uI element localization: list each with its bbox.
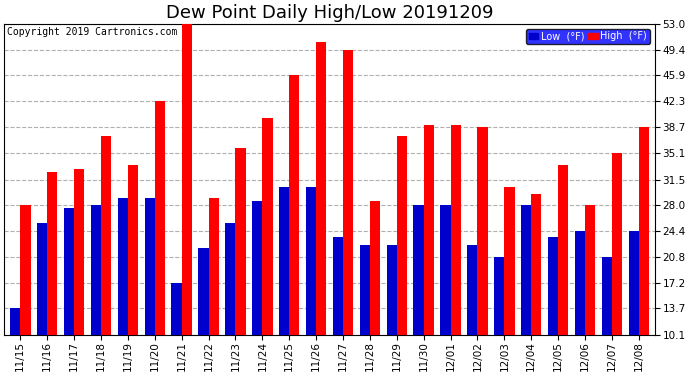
Bar xyxy=(279,187,289,334)
Bar xyxy=(118,198,128,334)
Bar xyxy=(504,187,515,334)
Bar xyxy=(74,169,84,334)
Title: Dew Point Daily High/Low 20191209: Dew Point Daily High/Low 20191209 xyxy=(166,4,493,22)
Bar xyxy=(440,205,451,334)
Bar xyxy=(629,231,639,334)
Bar xyxy=(144,198,155,334)
Bar xyxy=(477,128,488,335)
Bar xyxy=(359,245,370,334)
Bar xyxy=(467,245,477,334)
Bar xyxy=(225,223,235,334)
Bar xyxy=(585,205,595,334)
Bar xyxy=(20,205,30,334)
Bar xyxy=(370,201,380,334)
Bar xyxy=(386,245,397,334)
Bar xyxy=(333,237,343,334)
Bar xyxy=(64,209,74,334)
Bar xyxy=(171,283,181,334)
Bar xyxy=(316,42,326,334)
Bar xyxy=(198,248,208,334)
Bar xyxy=(451,125,461,335)
Bar xyxy=(531,194,542,334)
Bar xyxy=(639,128,649,335)
Bar xyxy=(548,237,558,334)
Bar xyxy=(494,257,504,334)
Bar xyxy=(208,198,219,334)
Bar xyxy=(306,187,316,334)
Bar xyxy=(235,148,246,334)
Bar xyxy=(575,231,585,334)
Bar xyxy=(289,75,299,334)
Text: Copyright 2019 Cartronics.com: Copyright 2019 Cartronics.com xyxy=(8,27,178,37)
Bar xyxy=(424,125,434,335)
Bar xyxy=(37,223,47,334)
Bar xyxy=(47,172,57,334)
Bar xyxy=(558,165,569,334)
Bar xyxy=(262,118,273,334)
Bar xyxy=(602,257,612,334)
Bar xyxy=(343,50,353,334)
Bar xyxy=(397,136,407,334)
Bar xyxy=(252,201,262,334)
Bar xyxy=(181,24,192,334)
Bar xyxy=(91,205,101,334)
Bar xyxy=(612,153,622,334)
Bar xyxy=(101,136,111,334)
Bar xyxy=(521,205,531,334)
Bar xyxy=(10,309,20,334)
Bar xyxy=(155,101,165,334)
Bar xyxy=(413,205,424,334)
Legend: Low  (°F), High  (°F): Low (°F), High (°F) xyxy=(526,28,650,44)
Bar xyxy=(128,165,138,334)
